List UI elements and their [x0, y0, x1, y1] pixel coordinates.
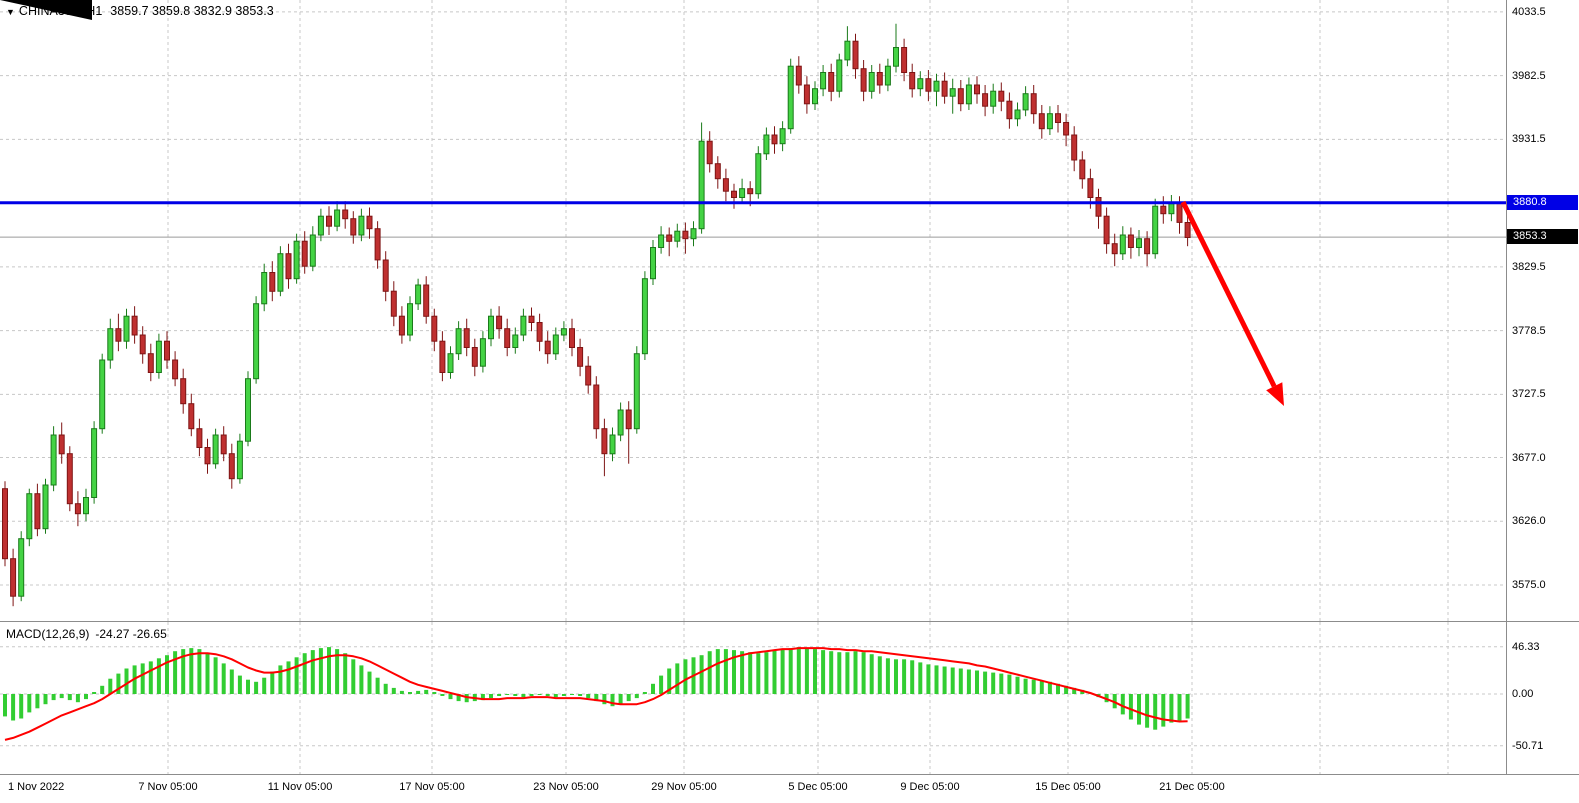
main-price-chart[interactable] [0, 0, 1579, 621]
scale-separator [1506, 0, 1507, 775]
price-tick-label: 3931.5 [1512, 133, 1546, 146]
macd-panel[interactable] [0, 622, 1579, 774]
time-tick-label: 21 Dec 05:00 [1159, 781, 1225, 793]
macd-tick-label: 0.00 [1512, 688, 1534, 700]
time-tick-label: 29 Nov 05:00 [651, 781, 717, 793]
price-tick-label: 3727.5 [1512, 388, 1546, 401]
price-tick-label: 3677.0 [1512, 451, 1546, 464]
time-tick-label: 5 Dec 05:00 [788, 781, 848, 793]
axis-separator [0, 774, 1579, 775]
current-price-badge: 3853.3 [1507, 229, 1578, 245]
macd-indicator-label: MACD(12,26,9) -24.27 -26.65 [6, 627, 167, 641]
macd-histogram [3, 647, 1190, 730]
symbol-dropdown-icon[interactable]: ▼ [6, 6, 15, 17]
time-tick-label: 23 Nov 05:00 [533, 781, 599, 793]
macd-tick-label: -50.71 [1512, 739, 1544, 752]
trend-arrow[interactable] [1180, 200, 1284, 406]
macd-tick-label: 46.33 [1512, 640, 1540, 653]
time-tick-label: 9 Dec 05:00 [900, 781, 960, 793]
macd-grid [0, 622, 1506, 774]
macd-signal-line [4, 647, 1188, 741]
price-axis: 4033.5 3982.5 3931.5 3829.5 3778.5 3727.5 3677… [1507, 0, 1579, 621]
main-grid [0, 0, 1506, 621]
panel-separator[interactable] [0, 621, 1579, 622]
time-tick-label: 11 Nov 05:00 [267, 781, 333, 793]
macd-values: -24.27 -26.65 [95, 627, 167, 641]
price-tick-label: 3575.0 [1512, 579, 1546, 591]
resistance-price-badge: 3880.8 [1507, 194, 1578, 210]
time-tick-label: 1 Nov 2022 [8, 781, 65, 793]
price-tick-label: 3829.5 [1512, 260, 1546, 273]
price-tick-label: 3778.5 [1512, 324, 1546, 337]
time-axis: 1 Nov 2022 7 Nov 05:00 11 Nov 05:00 17 Nov … [0, 775, 1579, 803]
time-tick-label: 15 Dec 05:00 [1035, 781, 1101, 793]
price-tick-label: 3626.0 [1512, 515, 1546, 528]
price-tick-label: 4033.5 [1512, 5, 1546, 18]
chart-ohlc-values: 3859.7 3859.8 3832.9 3853.3 [110, 4, 274, 18]
corner-marker-icon [0, 0, 92, 20]
macd-axis: 46.33 0.00 -50.71 [1507, 622, 1579, 774]
price-tick-label: 3982.5 [1512, 69, 1546, 82]
candles-layer [2, 23, 1191, 607]
time-tick-label: 17 Nov 05:00 [399, 781, 465, 793]
time-tick-label: 7 Nov 05:00 [138, 781, 198, 793]
macd-name: MACD(12,26,9) [6, 627, 90, 641]
